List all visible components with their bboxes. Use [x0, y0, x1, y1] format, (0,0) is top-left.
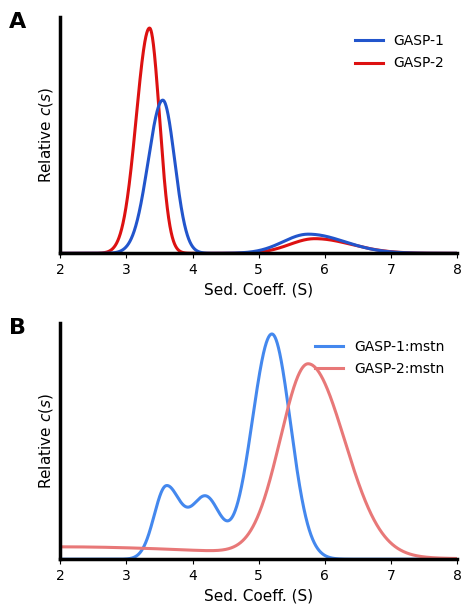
Legend: GASP-1:mstn, GASP-2:mstn: GASP-1:mstn, GASP-2:mstn	[310, 334, 450, 382]
Y-axis label: Relative $c(s)$: Relative $c(s)$	[36, 393, 55, 489]
Legend: GASP-1, GASP-2: GASP-1, GASP-2	[349, 28, 450, 76]
X-axis label: Sed. Coeff. (S): Sed. Coeff. (S)	[204, 283, 313, 298]
Y-axis label: Relative $c(s)$: Relative $c(s)$	[36, 87, 55, 183]
Text: B: B	[9, 318, 26, 338]
Text: A: A	[9, 12, 26, 32]
X-axis label: Sed. Coeff. (S): Sed. Coeff. (S)	[204, 588, 313, 604]
